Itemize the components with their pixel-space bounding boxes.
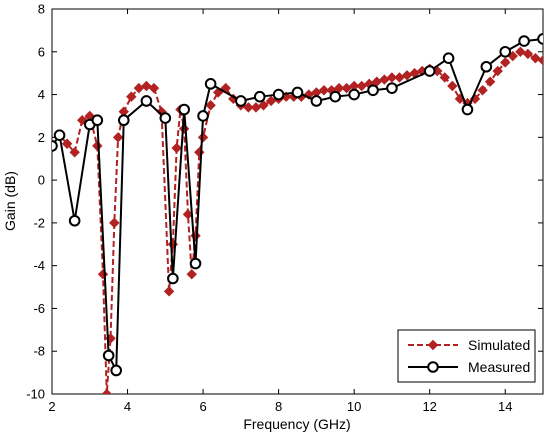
simulated-point — [522, 48, 534, 60]
measured-point — [253, 90, 266, 103]
measured-point — [52, 140, 58, 152]
measured-point — [110, 364, 123, 377]
measured-point — [427, 361, 439, 373]
simulated-point — [171, 142, 182, 154]
legend-label-measured: Measured — [468, 359, 530, 375]
measured-point — [204, 78, 217, 90]
simulated-point — [197, 132, 209, 143]
measured-point — [272, 88, 285, 101]
measured-point — [189, 257, 202, 270]
y-tick-label: 4 — [38, 87, 45, 102]
y-tick-label: -10 — [26, 387, 45, 402]
simulated-point — [500, 57, 511, 68]
measured-point — [53, 129, 66, 141]
measured-point — [461, 103, 474, 116]
measured-point — [68, 214, 81, 227]
simulated-point — [515, 46, 526, 57]
simulated-point — [386, 72, 398, 83]
simulated-point — [112, 132, 124, 143]
simulated-point — [530, 52, 541, 64]
simulated-point — [61, 138, 73, 149]
y-tick-label: -4 — [33, 258, 45, 273]
measured-point — [117, 114, 130, 127]
simulated-point — [243, 102, 254, 113]
simulated-point — [477, 85, 488, 96]
x-tick-label: 6 — [199, 399, 206, 414]
y-tick-label: 2 — [38, 130, 45, 145]
simulated-point — [69, 147, 80, 158]
simulated-point — [109, 217, 120, 229]
legend: Simulated Measured — [397, 329, 536, 383]
y-tick-label: 8 — [38, 2, 45, 17]
simulated-point — [484, 76, 496, 87]
measured-point — [167, 272, 179, 285]
simulated-point — [141, 80, 152, 92]
measured-point — [480, 60, 493, 73]
simulated-point — [126, 91, 137, 102]
y-tick-label: -2 — [33, 215, 45, 230]
x-tick-label: 10 — [347, 399, 361, 414]
measured-point — [310, 95, 323, 107]
simulated-point — [186, 269, 197, 280]
simulated-point — [447, 80, 458, 92]
measured-point — [537, 33, 543, 45]
measured-point — [423, 65, 436, 77]
measured-point — [386, 82, 398, 94]
y-tick-label: 0 — [38, 173, 45, 188]
simulated-point — [427, 339, 439, 351]
measured-point — [348, 88, 360, 101]
measured-point — [102, 349, 115, 362]
x-axis-title: Frequency (GHz) — [243, 416, 350, 432]
measured-point — [197, 110, 209, 122]
y-tick-label: 6 — [38, 44, 45, 59]
measured-point — [442, 52, 455, 64]
measured-point — [518, 35, 530, 47]
y-axis-title: Gain (dB) — [2, 171, 18, 231]
simulated-point — [492, 65, 503, 77]
simulated-point — [537, 55, 543, 66]
simulated-point — [318, 85, 330, 96]
series-layer — [52, 33, 543, 394]
measured-point — [159, 112, 172, 124]
simulated-point — [163, 286, 175, 297]
x-tick-label: 2 — [48, 399, 55, 414]
y-tick-label: -6 — [33, 301, 45, 316]
x-tick-label: 4 — [124, 399, 131, 414]
measured-point — [499, 45, 512, 58]
measured-series — [52, 33, 543, 377]
measured-point — [178, 103, 190, 116]
simulated-point — [92, 140, 103, 152]
simulated-point — [205, 100, 216, 111]
simulated-point — [101, 388, 112, 394]
legend-label-simulated: Simulated — [468, 337, 530, 353]
x-tick-label: 12 — [422, 399, 436, 414]
x-tick-label: 14 — [498, 399, 512, 414]
axis-ticks: 2 4 6 8 10 12 14 -10 -8 -6 -4 -2 0 2 4 6 8 — [26, 2, 543, 414]
measured-point — [140, 95, 153, 107]
simulated-point — [258, 100, 269, 111]
y-tick-label: -8 — [33, 344, 45, 359]
measured-point — [291, 86, 304, 99]
simulated-point — [439, 72, 451, 83]
legend-box — [397, 329, 536, 383]
measured-point — [367, 84, 379, 97]
measured-point — [235, 95, 247, 107]
measured-point — [91, 114, 104, 127]
measured-point — [329, 90, 342, 103]
simulated-point — [148, 82, 160, 94]
x-tick-label: 8 — [275, 399, 282, 414]
